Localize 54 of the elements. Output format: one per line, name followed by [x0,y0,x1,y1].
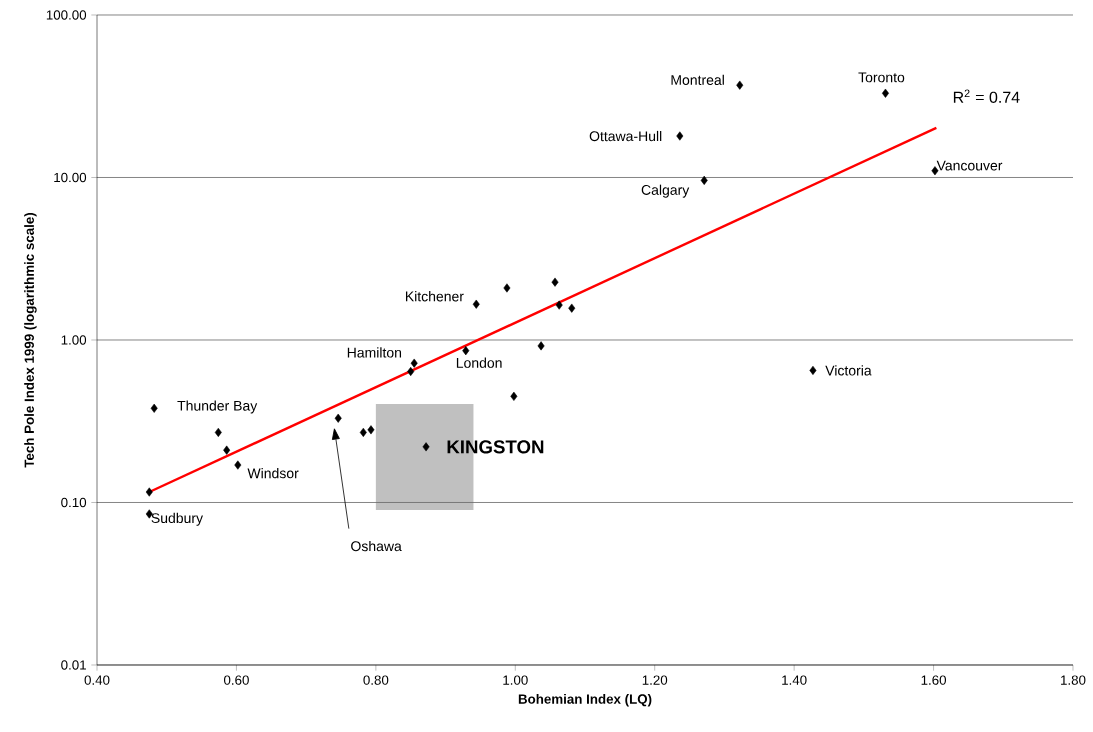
annotation: Victoria [825,365,872,376]
annotation: Thunder Bay [177,400,258,414]
annotation: Kitchener [405,291,464,302]
point [367,425,375,435]
point [676,131,684,141]
point [555,300,563,310]
y-tick-label: 0.01 [61,660,86,670]
annotation: Oshawa [351,540,402,552]
point [214,427,222,437]
point [736,80,744,90]
annotation: KINGSTON [447,440,544,454]
annotation: London [456,357,502,368]
point [145,487,153,497]
y-tick-label: 1.00 [61,335,87,345]
point [422,442,430,452]
point [472,299,480,309]
annotation: Montreal [671,74,724,85]
y-axis-title: Tech Pole Index 1999 (logarithmic scale) [24,212,37,468]
point [537,341,545,351]
y-tick-label: 0.10 [61,497,87,508]
annotation: Hamilton [347,347,402,358]
point [462,346,470,356]
y-tick-label: 10.00 [54,172,87,183]
x-tick-label: 0.60 [223,675,249,685]
point [700,175,708,185]
annotation: Calgary [641,184,690,198]
point [410,358,418,368]
x-axis-title: Bohemian Index (LQ) [518,693,652,707]
x-tick-label: 1.60 [921,675,947,685]
annotation: Toronto [858,72,905,83]
point [407,366,415,377]
point [551,277,559,287]
x-tick-label: 0.80 [363,675,389,685]
annotation: Windsor [247,467,299,479]
point [223,445,231,455]
x-tick-label: 1.20 [642,675,668,685]
point [882,88,889,98]
annotation: R$^{2}$ = 0.74 [953,89,1020,103]
annotation: Sudbury [151,512,203,526]
x-tick-label: 0.40 [84,675,110,685]
point [359,427,367,437]
point [568,303,576,313]
point [234,460,242,470]
point [809,365,817,375]
x-tick-label: 1.80 [1061,675,1086,685]
annotation: Vancouver [936,160,1003,171]
point [150,403,158,413]
point [334,413,342,423]
point [510,391,518,401]
x-tick-label: 1.00 [503,675,528,685]
annotation: Ottawa-Hull [589,130,662,142]
point [503,283,511,293]
x-tick-label: 1.40 [782,675,807,685]
y-tick-label: 100.00 [46,10,87,20]
